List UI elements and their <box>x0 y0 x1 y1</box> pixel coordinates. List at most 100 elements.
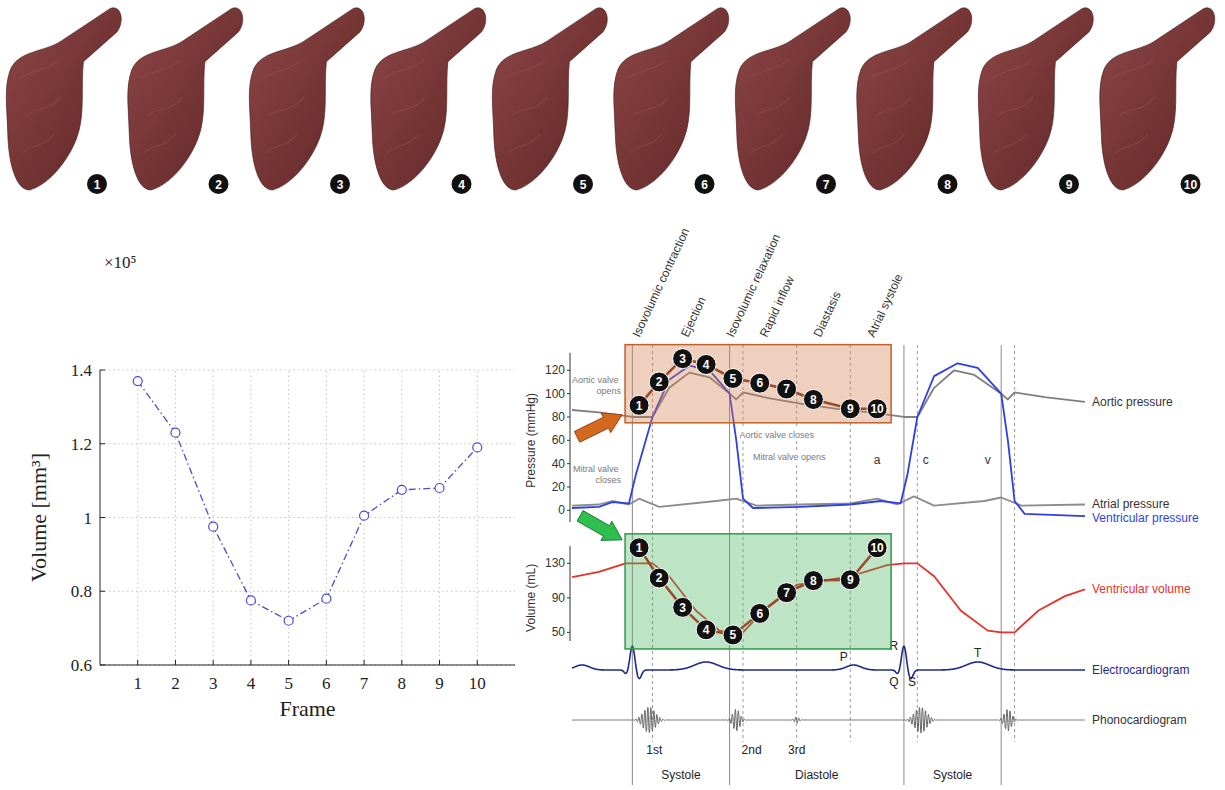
frame-marker <box>649 372 669 392</box>
frame-marker <box>750 373 770 393</box>
frame-marker <box>649 568 669 588</box>
heart-frame: 1 <box>6 8 121 194</box>
volume-arrow <box>577 511 622 541</box>
atrial-wave-label: a <box>874 453 881 467</box>
frame-marker-label: 3 <box>679 601 686 615</box>
valve-annotation-line: closes <box>596 475 622 485</box>
frame-marker-label: 4 <box>703 358 710 372</box>
heart-frame: 4 <box>371 8 486 194</box>
pressure-tick-label: 60 <box>552 433 566 447</box>
y-tick-label: 0.8 <box>71 582 92 601</box>
figure: 12345678910123456789100.60.811.21.4Frame… <box>0 0 1225 790</box>
frame-number: 1 <box>94 178 101 192</box>
frame-marker-label: 9 <box>847 402 854 416</box>
frame-number: 2 <box>215 178 222 192</box>
curve-label: Atrial pressure <box>1092 497 1170 511</box>
volume-tick-label: 50 <box>552 625 566 639</box>
y-scale-label: ×10⁵ <box>104 253 137 272</box>
heart-frame: 8 <box>857 8 972 194</box>
frame-marker-label: 2 <box>656 571 663 585</box>
ecg-wave-label: P <box>840 650 848 664</box>
frame-marker-label: 2 <box>656 375 663 389</box>
y-tick <box>100 591 105 592</box>
heart-texture <box>262 60 304 153</box>
volume-tick-label: 130 <box>545 556 565 570</box>
pressure-tick <box>567 486 570 487</box>
event-line <box>903 345 904 785</box>
heart-shape <box>371 8 486 190</box>
volume-highlight-box <box>625 534 891 649</box>
pressure-highlight-box <box>625 345 891 423</box>
frame-marker <box>629 538 649 558</box>
phono-trace <box>572 707 1085 733</box>
x-tick <box>364 660 365 665</box>
volume-marker <box>284 616 293 625</box>
ecg-trace <box>572 646 1085 678</box>
frame-line <box>639 359 877 409</box>
y-tick-label: 0.6 <box>71 656 92 675</box>
frame-number: 4 <box>458 178 465 192</box>
frame-badge <box>816 174 836 194</box>
frame-number: 6 <box>701 178 708 192</box>
frame-marker <box>723 368 743 388</box>
heart-texture <box>19 60 61 153</box>
frame-marker-label: 1 <box>636 541 643 555</box>
heart-frame: 9 <box>978 8 1093 194</box>
frame-marker-label: 7 <box>783 382 790 396</box>
frame-marker <box>840 570 860 590</box>
volume-tick <box>567 632 570 633</box>
volume-marker <box>209 522 218 531</box>
heart-texture <box>505 60 547 153</box>
heart-texture <box>384 60 426 153</box>
phase-label: Rapid inflow <box>757 274 797 339</box>
frame-marker <box>673 597 693 617</box>
curve-label: Aortic pressure <box>1092 395 1173 409</box>
heart-frame: 7 <box>735 8 850 194</box>
heart-shape <box>978 8 1093 190</box>
x-tick-label: 5 <box>284 674 293 693</box>
frame-marker-label: 8 <box>810 393 817 407</box>
frame-badge <box>938 174 958 194</box>
volume-chart: 123456789100.60.811.21.4FrameVolume [mm³… <box>26 253 515 721</box>
frame-marker <box>750 603 770 623</box>
label-patch <box>738 429 817 441</box>
x-tick-label: 9 <box>435 674 444 693</box>
volume-tick-label: 90 <box>552 591 566 605</box>
x-tick-label: 8 <box>398 674 407 693</box>
heart-sound-label: 2nd <box>742 743 762 757</box>
frame-number: 8 <box>944 178 951 192</box>
y-tick <box>100 517 105 518</box>
x-tick <box>326 660 327 665</box>
grid-line <box>439 370 440 665</box>
heart-frame: 6 <box>614 8 729 194</box>
frame-badge <box>1181 174 1201 194</box>
frame-number: 3 <box>337 178 344 192</box>
grid-line <box>100 517 515 518</box>
frame-marker <box>867 538 887 558</box>
frame-number: 7 <box>823 178 830 192</box>
y-axis-title: Volume [mm³] <box>26 453 51 582</box>
valve-annotation-line: Aortic valve <box>572 375 621 385</box>
pressure-tick <box>567 393 570 394</box>
volume-tick <box>567 563 570 564</box>
x-tick <box>401 660 402 665</box>
ecg-wave-label: T <box>974 646 982 660</box>
x-tick-label: 2 <box>171 674 180 693</box>
x-tick-label: 6 <box>322 674 331 693</box>
curve-label: Ventricular pressure <box>1092 511 1199 525</box>
heart-frame: 10 <box>1100 8 1215 194</box>
volume-axis-title: Volume (mL) <box>524 564 538 632</box>
period-label: Diastole <box>795 768 839 782</box>
frame-badge <box>695 174 715 194</box>
volume-marker <box>397 485 406 494</box>
pressure-tick-label: 80 <box>552 410 566 424</box>
frame-marker-label: 7 <box>783 586 790 600</box>
phase-label: Ejection <box>678 295 709 340</box>
grid-line <box>100 665 515 666</box>
volume-marker <box>322 594 331 603</box>
frame-marker <box>696 620 716 640</box>
volume-marker <box>246 596 255 605</box>
y-tick-label: 1 <box>84 509 93 528</box>
curve-label: Ventricular volume <box>1092 582 1191 596</box>
grid-line <box>100 591 515 592</box>
